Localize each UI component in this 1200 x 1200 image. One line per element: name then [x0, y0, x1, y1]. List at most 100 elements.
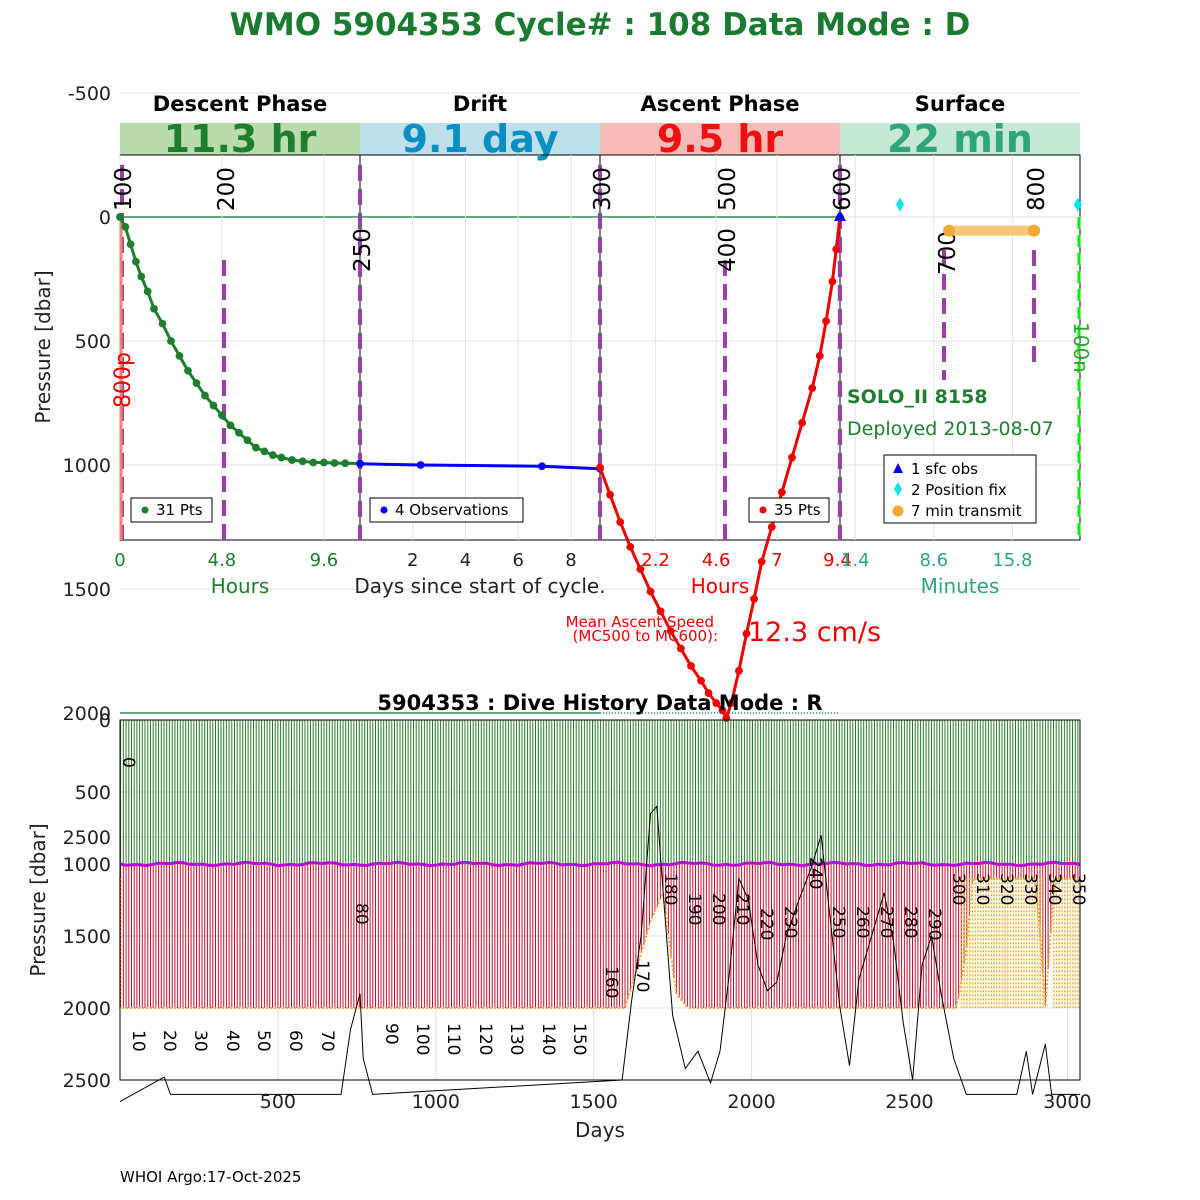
- x-tick-label: 2000: [727, 1091, 775, 1113]
- x-tick-label: 15.8: [992, 550, 1032, 571]
- profile-point: [697, 676, 705, 685]
- profile-line-drift: [359, 462, 601, 471]
- phase-band: [840, 123, 1080, 155]
- profile-point: [788, 453, 796, 462]
- drift-legend-text: 4 Observations: [395, 501, 509, 519]
- profile-point: [742, 629, 751, 638]
- profile-point: [175, 351, 184, 360]
- y-tick-label: 500: [75, 331, 111, 353]
- profile-point: [235, 428, 243, 437]
- x-tick-label: 3000: [1043, 1091, 1091, 1113]
- dive-history-frame: [119, 719, 1081, 1081]
- legend-transmit-icon: [892, 505, 904, 517]
- legend-entry: 2 Position fix: [911, 481, 1007, 499]
- ascent-speed-readout: Mean Ascent Speed (MC500 to MC600): 12.3…: [566, 613, 881, 648]
- phase-band: [600, 123, 840, 155]
- profile-point: [704, 689, 713, 698]
- deployment-date-label: Deployed 2013-08-07: [847, 418, 1054, 440]
- mission-code-label: 700: [935, 231, 961, 275]
- cycle-label: 130: [506, 1023, 526, 1055]
- profile-point: [137, 272, 146, 281]
- profile-point: [209, 401, 218, 410]
- cycle-label: 310: [972, 873, 992, 905]
- profile-point: [356, 459, 364, 468]
- x-axis-label: Days: [575, 1118, 625, 1142]
- profile-point: [666, 627, 675, 636]
- y-tick-label: 2500: [63, 827, 111, 849]
- phase-name: Surface: [915, 92, 1005, 116]
- profile-point: [298, 457, 307, 466]
- phase-name: Drift: [453, 92, 507, 116]
- x-tick-label: 8.6: [919, 550, 948, 571]
- profile-point: [260, 447, 269, 456]
- y-tick-label: 1500: [63, 579, 111, 601]
- late-cycle-max-pressure: [960, 878, 1080, 1008]
- y-tick-label: 1500: [63, 926, 111, 948]
- ascent-legend-text: 35 Pts: [774, 501, 821, 519]
- ascent-speed-label-line1: Mean Ascent Speed: [566, 613, 714, 631]
- x-axis-label: Days since start of cycle.: [354, 574, 605, 598]
- phase-duration: 11.3 hr: [164, 117, 317, 161]
- profile-point: [116, 213, 124, 221]
- profile-point: [750, 595, 759, 603]
- profile-point: [288, 456, 296, 464]
- profile-point: [636, 565, 645, 574]
- x-tick-label: 1500: [570, 1091, 618, 1113]
- cycle-label: 30: [190, 1030, 210, 1052]
- legend-box: [883, 454, 1037, 524]
- cycle-label: 330: [1020, 873, 1040, 905]
- phase-band: [360, 123, 600, 155]
- profile-point: [676, 644, 685, 653]
- x-axis-label: Minutes: [921, 574, 1000, 598]
- ascent-legend-icon: [759, 506, 767, 514]
- y-tick-label: 2000: [63, 998, 111, 1020]
- float-model-label: SOLO_II 8158: [847, 386, 988, 408]
- y-tick-label: 1000: [63, 455, 111, 477]
- y-axis-label: Pressure [dbar]: [31, 270, 55, 423]
- transmit-end-marker: [1028, 224, 1041, 237]
- profile-point: [616, 518, 625, 526]
- profile-point: [777, 488, 786, 497]
- cycle-label: 180: [660, 873, 680, 905]
- legend-position-fix-icon: [894, 482, 902, 496]
- profile-point: [828, 277, 837, 286]
- profile-point: [309, 458, 318, 467]
- profile-point: [330, 459, 339, 467]
- mission-code-label: 600: [830, 167, 856, 211]
- profile-point: [218, 411, 226, 420]
- profile-point: [718, 706, 727, 715]
- cycle-label: 50: [253, 1030, 273, 1052]
- x-tick-label: 500: [260, 1091, 296, 1113]
- profile-point: [735, 666, 743, 675]
- y-axis-label: Pressure [dbar]: [26, 823, 50, 976]
- profile-point: [226, 421, 235, 430]
- phase-duration: 9.5 hr: [657, 117, 784, 161]
- cycle-label: 170: [632, 960, 652, 992]
- profile-point: [252, 443, 260, 452]
- profile-point: [121, 223, 130, 231]
- cycle-label: 160: [601, 966, 621, 998]
- phase-band: [120, 123, 360, 155]
- y-tick-label: 500: [75, 782, 111, 804]
- x-axis-label: Hours: [691, 574, 750, 598]
- cycle-label: 80: [351, 903, 371, 925]
- mission-code-label: 100: [111, 167, 137, 211]
- profile-point: [767, 523, 776, 531]
- cycle-label: 290: [924, 908, 944, 940]
- x-tick-label: 9.6: [310, 550, 339, 571]
- cycle-label: 240: [805, 857, 825, 889]
- x-tick-label: 4: [460, 550, 471, 571]
- profile-point: [132, 257, 140, 266]
- cycle-label: 20: [159, 1030, 179, 1052]
- surface-side-label: 100n: [1069, 322, 1093, 373]
- cycle-label: 200: [708, 893, 728, 925]
- cycle-label: 270: [876, 906, 896, 938]
- y-tick-label: 0: [99, 207, 111, 229]
- surface-obs-marker: [834, 210, 846, 221]
- profile-point: [277, 453, 286, 462]
- phase-name: Descent Phase: [153, 92, 327, 116]
- profile-point: [656, 607, 665, 616]
- y-tick-label: 1000: [63, 854, 111, 876]
